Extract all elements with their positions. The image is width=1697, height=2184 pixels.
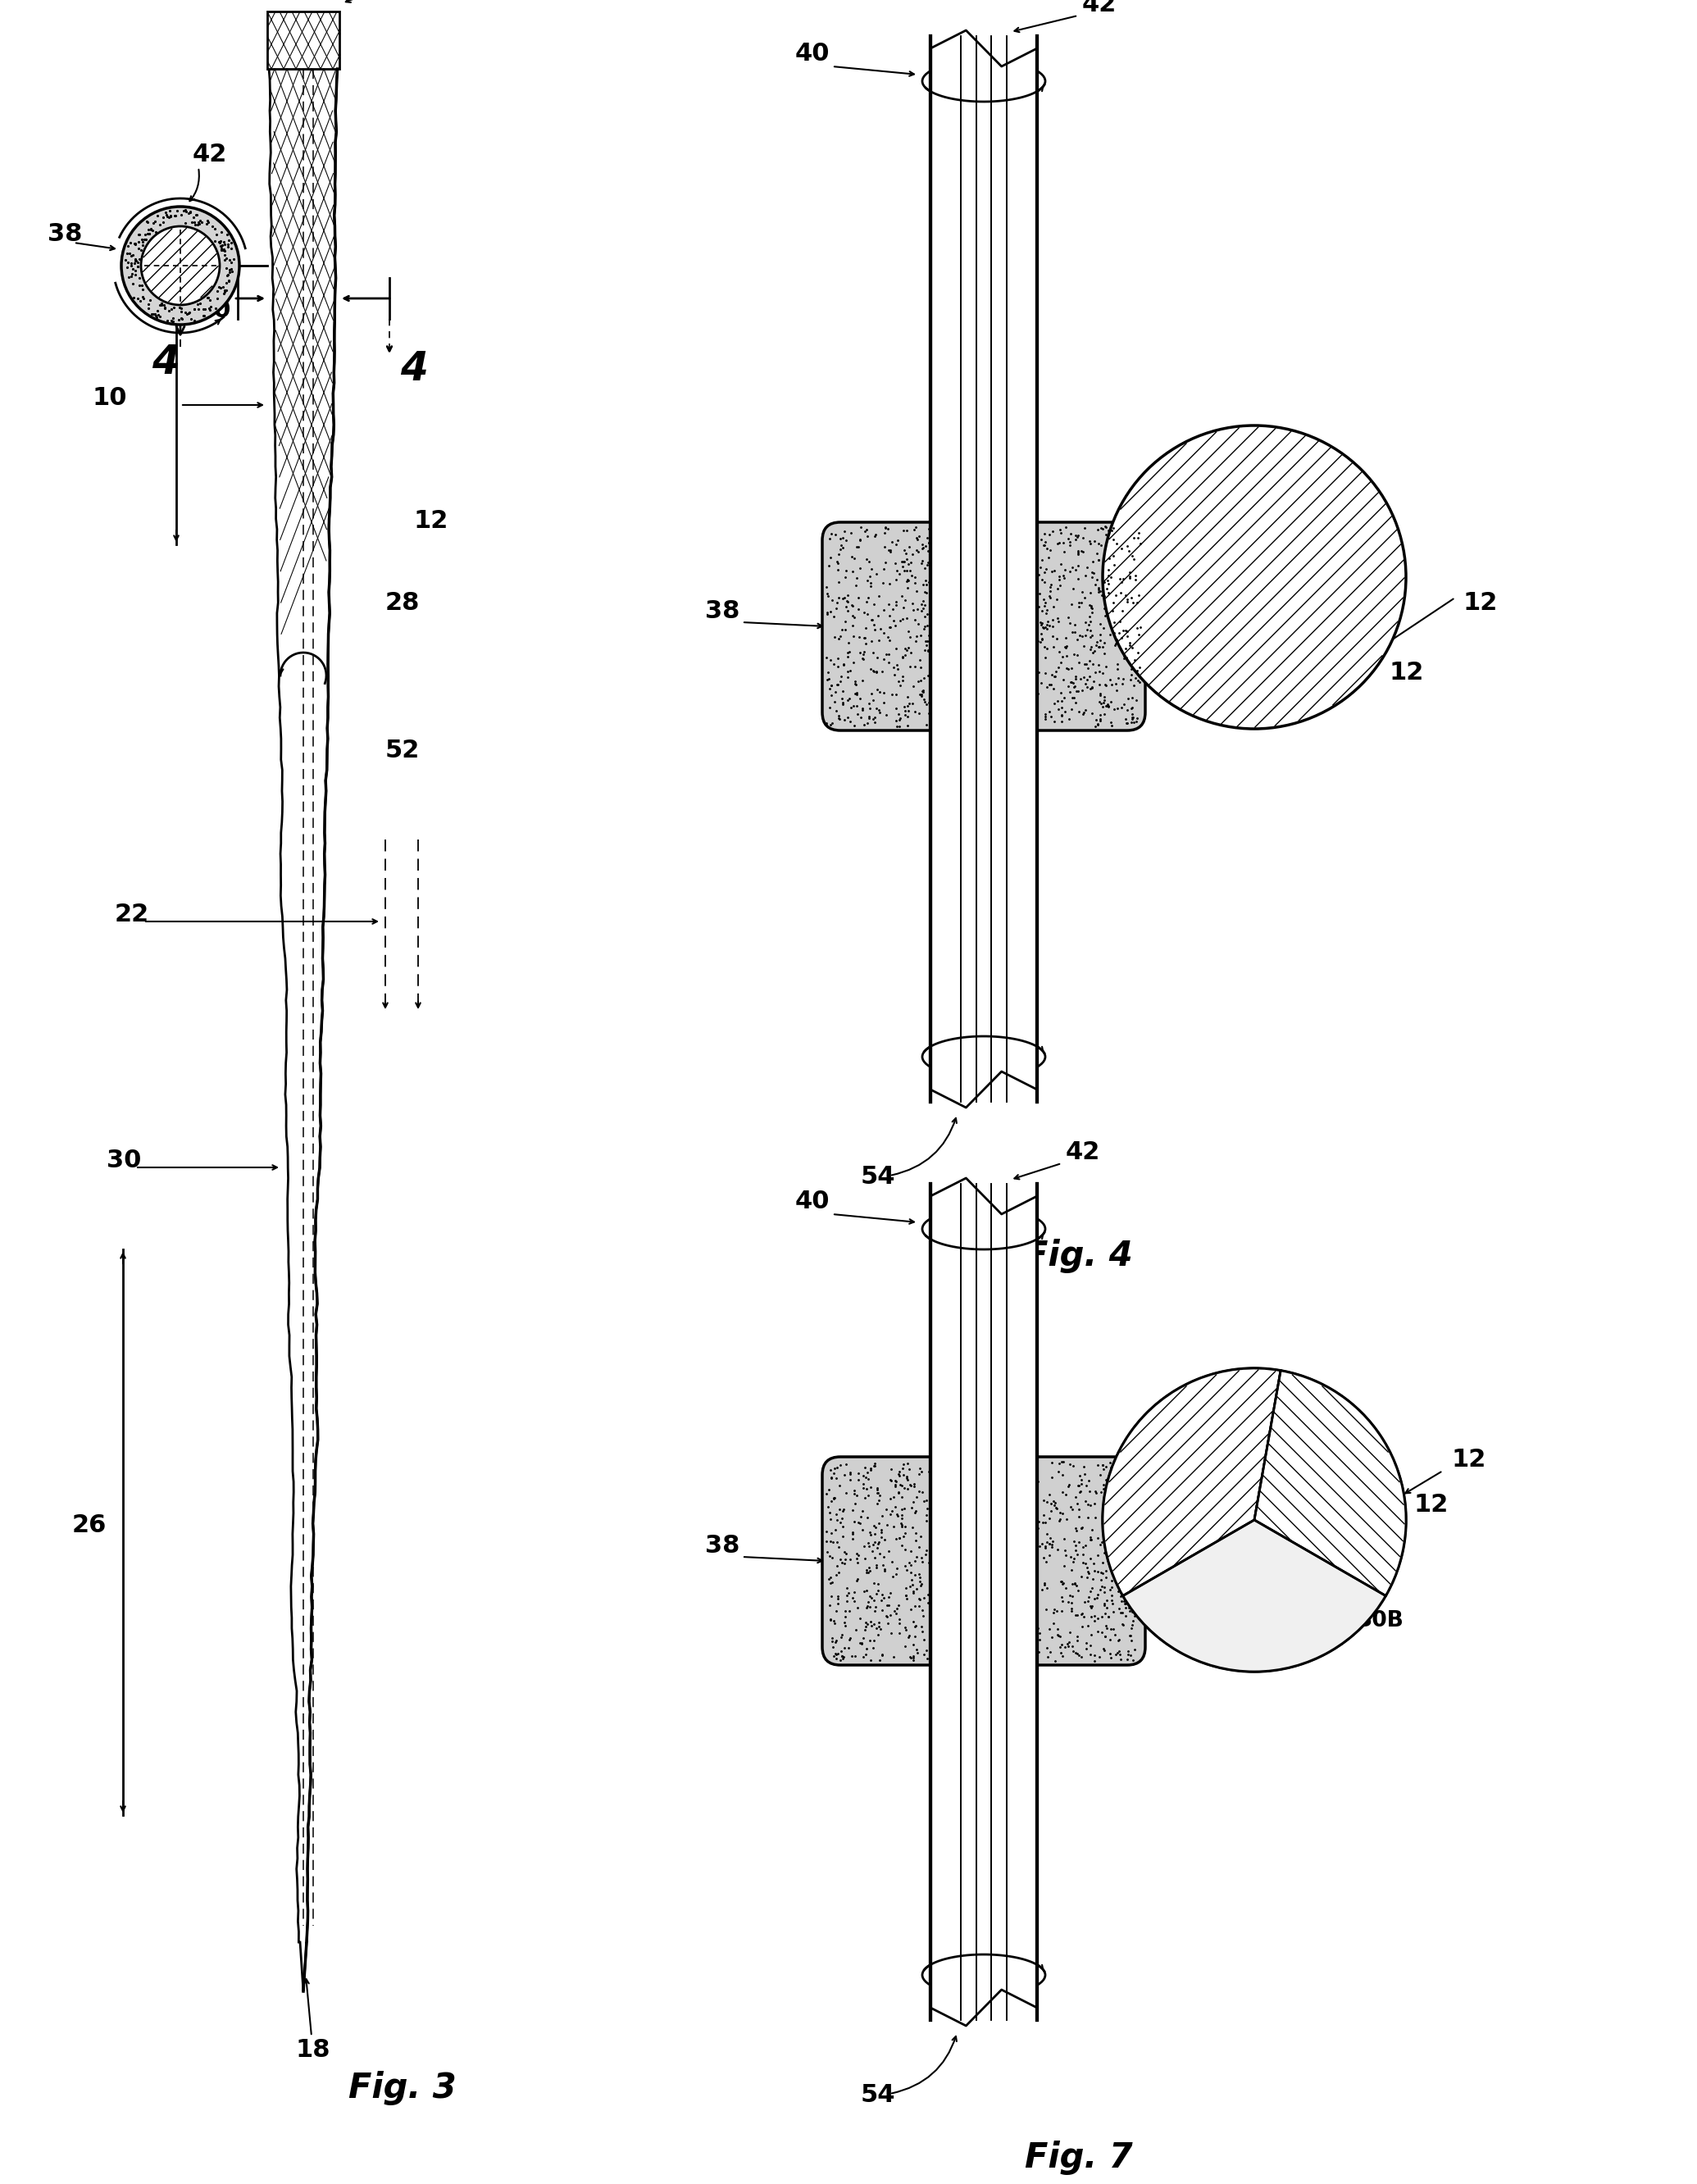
Text: 30A: 30A	[1044, 570, 1091, 590]
Text: 38: 38	[704, 1533, 740, 1557]
Text: 30B: 30B	[1358, 1610, 1403, 1631]
Polygon shape	[930, 37, 1037, 1103]
Text: 38: 38	[704, 598, 740, 622]
Text: 40: 40	[197, 299, 231, 323]
Text: 22: 22	[115, 902, 149, 926]
Text: 42: 42	[1083, 0, 1117, 17]
Text: 12: 12	[1451, 1448, 1487, 1472]
Circle shape	[141, 227, 219, 306]
Text: 26: 26	[71, 1514, 107, 1538]
FancyBboxPatch shape	[823, 1457, 1145, 1664]
Text: 4: 4	[151, 343, 180, 382]
Text: 12: 12	[414, 509, 448, 533]
Text: 54: 54	[860, 2084, 896, 2108]
Polygon shape	[268, 70, 338, 1992]
Ellipse shape	[921, 1955, 1045, 1996]
Wedge shape	[1123, 1520, 1386, 1671]
Text: Fig. 7: Fig. 7	[1025, 2140, 1134, 2175]
Text: 30: 30	[107, 1149, 141, 1173]
Wedge shape	[1254, 1372, 1407, 1597]
Text: Fig. 3: Fig. 3	[348, 2070, 456, 2105]
Circle shape	[1103, 1369, 1407, 1671]
Text: 12: 12	[1390, 662, 1424, 684]
Wedge shape	[1103, 1369, 1281, 1597]
Text: 10: 10	[92, 387, 127, 411]
Polygon shape	[266, 11, 339, 70]
Ellipse shape	[921, 1208, 1045, 1249]
Circle shape	[1103, 426, 1407, 729]
Text: 4: 4	[400, 349, 428, 389]
Text: 42: 42	[1066, 1140, 1100, 1164]
Text: 38: 38	[48, 223, 81, 247]
Text: 30C: 30C	[1044, 1516, 1089, 1538]
Text: 28: 28	[385, 592, 421, 616]
Text: 54: 54	[860, 1164, 896, 1188]
Text: 18: 18	[295, 2038, 329, 2062]
Text: 12: 12	[1463, 592, 1498, 616]
FancyBboxPatch shape	[823, 522, 1145, 729]
Ellipse shape	[921, 61, 1045, 103]
Text: Fig. 4: Fig. 4	[1025, 1238, 1134, 1273]
Text: 30A: 30A	[1237, 1393, 1285, 1415]
Ellipse shape	[921, 1035, 1045, 1077]
Text: 40: 40	[796, 41, 830, 66]
Text: 52: 52	[385, 738, 421, 762]
Circle shape	[120, 207, 239, 325]
Text: 40: 40	[796, 1190, 830, 1214]
Polygon shape	[930, 1184, 1037, 2020]
Text: 12: 12	[1414, 1494, 1449, 1516]
Text: 42: 42	[193, 142, 227, 166]
